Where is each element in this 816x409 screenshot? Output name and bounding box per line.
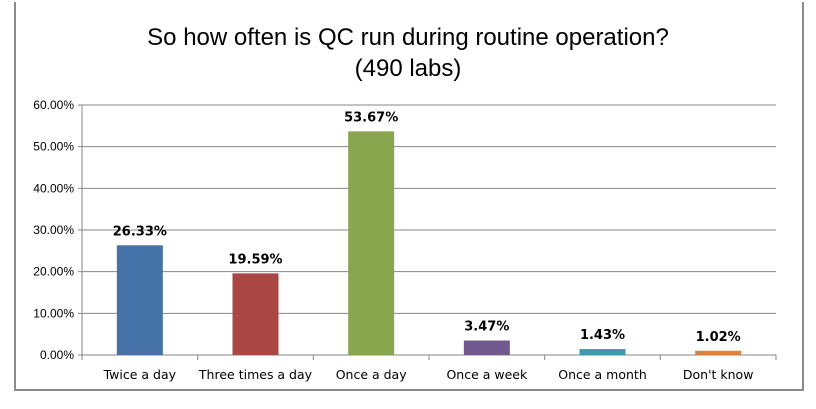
chart-title-line1: So how often is QC run during routine op… xyxy=(147,24,669,51)
x-tick-label: Once a month xyxy=(558,367,647,382)
chart-frame xyxy=(14,2,804,391)
y-tick-label: 0.00% xyxy=(40,348,74,362)
y-tick-label: 50.00% xyxy=(33,140,74,154)
bar-twice-a-day xyxy=(116,245,163,355)
data-label: 3.47% xyxy=(464,320,509,335)
bar-once-a-day xyxy=(348,131,395,355)
data-label: 19.59% xyxy=(228,252,282,267)
y-tick-label: 60.00% xyxy=(33,98,74,112)
x-tick-label: Twice a day xyxy=(103,367,177,382)
x-tick-label: Three times a day xyxy=(198,367,313,382)
y-tick-label: 30.00% xyxy=(33,223,74,237)
bar-once-a-month xyxy=(579,349,626,355)
data-label: 53.67% xyxy=(344,110,398,125)
bar-once-a-week xyxy=(463,340,510,355)
bar-three-times-a-day xyxy=(232,273,279,355)
y-tick-label: 10.00% xyxy=(33,306,74,320)
x-tick-label: Once a day xyxy=(336,367,408,382)
y-tick-label: 40.00% xyxy=(33,181,74,195)
x-tick-label: Once a week xyxy=(446,367,528,382)
bar-don-t-know xyxy=(695,350,742,355)
data-label: 1.43% xyxy=(580,328,625,343)
y-tick-label: 20.00% xyxy=(33,265,74,279)
x-tick-label: Don't know xyxy=(683,367,754,382)
chart-subtitle: (490 labs) xyxy=(354,55,462,82)
data-label: 26.33% xyxy=(113,224,167,239)
data-label: 1.02% xyxy=(696,330,741,345)
chart-title: So how often is QC run during routine op… xyxy=(0,22,816,84)
